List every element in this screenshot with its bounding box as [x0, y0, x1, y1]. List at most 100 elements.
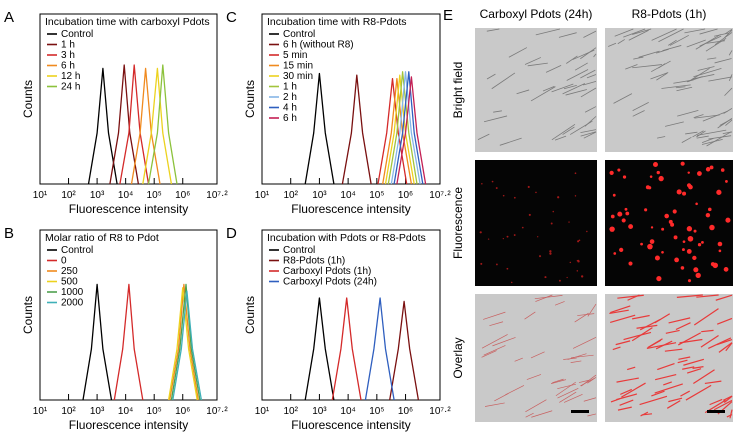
- x-tick-label: 10⁴: [118, 406, 133, 417]
- plot-frame: [39, 13, 218, 185]
- cell: [697, 66, 715, 71]
- cell-signal: [502, 237, 504, 240]
- cell-signal: [612, 193, 616, 197]
- row-label: Overlay: [451, 337, 465, 378]
- x-axis-label: Fluorescence intensity: [69, 418, 188, 432]
- cell-overlay: [577, 313, 595, 316]
- cell-signal: [650, 226, 654, 229]
- legend-label: 1 h: [61, 40, 75, 51]
- cell: [696, 130, 706, 138]
- cell-overlay: [675, 322, 691, 331]
- cell: [614, 28, 634, 37]
- x-tick-label: 10²: [61, 406, 76, 417]
- cell-signal: [716, 189, 722, 195]
- cell-signal: [644, 208, 648, 212]
- cell-signal: [695, 272, 701, 279]
- cell-overlay: [578, 379, 589, 383]
- cell-signal: [481, 182, 483, 185]
- cell-signal: [609, 226, 615, 232]
- cell-overlay: [668, 317, 691, 324]
- x-tick-label: 10⁶: [175, 406, 190, 417]
- row-label: Bright field: [451, 62, 465, 119]
- cell-overlay: [668, 397, 683, 403]
- histogram-curve: [170, 283, 201, 401]
- cell-signal: [617, 168, 621, 172]
- cell-signal: [510, 281, 513, 284]
- histogram-curve: [87, 67, 118, 185]
- legend-label: 1000: [61, 287, 84, 298]
- cell-signal: [640, 242, 643, 246]
- cell-signal: [705, 167, 711, 172]
- cell-overlay: [627, 294, 640, 301]
- x-tick-label: 10⁴: [118, 190, 133, 201]
- panel-label: D: [226, 225, 237, 242]
- x-tick-label: 10²: [283, 190, 298, 201]
- cell-overlay: [525, 412, 534, 418]
- histogram-curve: [304, 72, 335, 185]
- cell-signal: [673, 235, 678, 240]
- cell-signal: [537, 236, 539, 238]
- cell-overlay: [693, 369, 715, 385]
- cell-signal: [502, 194, 505, 197]
- cell-signal: [661, 250, 664, 254]
- cell: [706, 131, 732, 147]
- legend-label: Control: [283, 29, 315, 40]
- cell-signal: [647, 186, 652, 190]
- histogram-curve: [393, 71, 424, 185]
- cell: [632, 101, 649, 111]
- cell-signal: [696, 171, 702, 176]
- cell: [669, 34, 689, 46]
- cell-overlay: [489, 321, 504, 326]
- cell-overlay: [623, 331, 652, 341]
- x-tick-label: 10⁶: [175, 190, 190, 201]
- cell: [493, 110, 502, 113]
- cell-overlay: [678, 356, 691, 360]
- cell: [651, 60, 671, 73]
- cell: [583, 30, 597, 38]
- cell-overlay: [571, 354, 594, 359]
- cell: [658, 28, 684, 43]
- cell-signal: [658, 175, 664, 182]
- cell-signal: [664, 213, 669, 219]
- legend-label: 4 h: [283, 103, 297, 114]
- cell: [617, 39, 625, 45]
- cell-overlay: [612, 346, 621, 351]
- cell-overlay: [557, 383, 577, 390]
- cell: [613, 93, 633, 104]
- plot-frame: [39, 229, 218, 401]
- panel-label: B: [4, 225, 14, 242]
- cell-overlay: [677, 359, 688, 364]
- cell-overlay: [632, 314, 650, 320]
- cell-overlay: [723, 395, 733, 401]
- cell-overlay: [552, 378, 564, 384]
- cell-overlay: [526, 374, 542, 380]
- cell-overlay: [563, 357, 577, 360]
- cell: [499, 137, 522, 146]
- x-tick-label: 10³: [312, 406, 327, 417]
- cell-overlay: [616, 377, 639, 383]
- cell-overlay: [610, 314, 636, 324]
- cell: [625, 64, 638, 70]
- cell: [650, 72, 669, 80]
- cell-signal: [552, 210, 555, 213]
- cell-overlay: [685, 384, 712, 401]
- cell-overlay: [709, 398, 723, 406]
- panel-label: E: [443, 7, 453, 24]
- cell: [569, 120, 593, 135]
- cell: [628, 29, 649, 41]
- cell: [580, 69, 596, 79]
- micrograph: [605, 294, 733, 422]
- histogram-curve: [169, 283, 199, 401]
- cell-overlay: [514, 357, 523, 362]
- legend-label: 3 h: [61, 50, 75, 61]
- cell-overlay: [557, 388, 579, 399]
- cell: [701, 137, 714, 143]
- cell-overlay: [481, 334, 508, 349]
- legend-title: Incubation with Pdots or R8-Pdots: [267, 232, 426, 244]
- legend-title: Incubation time with R8-Pdots: [267, 16, 406, 28]
- cell-signal: [717, 241, 723, 247]
- cell-signal: [557, 196, 560, 199]
- cell-signal: [558, 279, 561, 282]
- x-axis-label: Fluorescence intensity: [69, 202, 188, 216]
- cell-signal: [628, 224, 634, 230]
